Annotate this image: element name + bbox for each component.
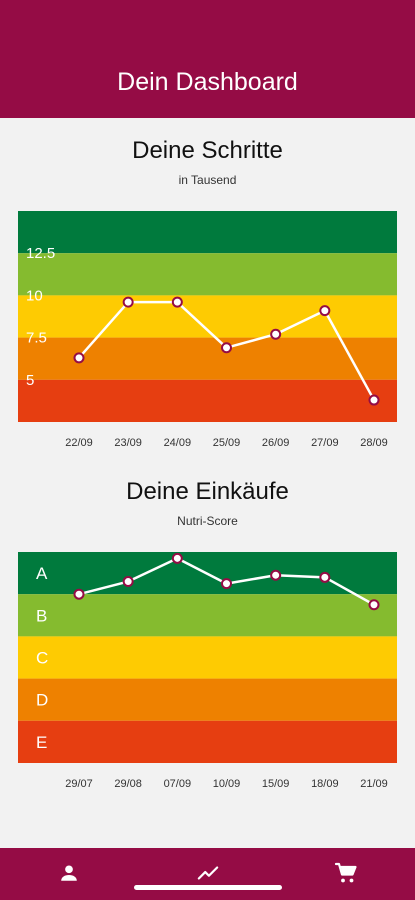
y-tick-label: 10 (26, 287, 43, 304)
data-point (221, 342, 232, 354)
y-tick-label: 7.5 (26, 330, 47, 347)
score-band (18, 678, 397, 721)
data-point (171, 552, 183, 564)
data-point (122, 576, 134, 588)
x-tick-label: 10/09 (213, 778, 241, 790)
score-band (18, 720, 397, 763)
grade-label: C (36, 649, 48, 668)
x-tick-label: 28/09 (360, 437, 388, 449)
data-point (319, 305, 331, 317)
page-title: Dein Dashboard (117, 68, 298, 96)
nav-profile-button[interactable] (49, 858, 89, 888)
purchases-chart: A B C D E 29/07 29/08 07/09 10/09 15/09 18/09 21/09 (18, 552, 397, 790)
data-point (270, 328, 282, 340)
x-tick-label: 29/08 (114, 778, 142, 790)
x-tick-label: 23/09 (114, 437, 142, 449)
steps-subtitle: in Tausend (178, 173, 237, 187)
data-point (122, 296, 134, 308)
x-tick-label: 25/09 (213, 437, 241, 449)
app-header: Dein Dashboard (0, 0, 415, 118)
nav-cart-button[interactable] (326, 858, 366, 888)
score-band (18, 594, 397, 637)
home-indicator (134, 885, 282, 890)
x-tick-label: 24/09 (164, 437, 192, 449)
nav-dashboard-button[interactable] (188, 858, 228, 888)
data-point (319, 571, 331, 583)
data-point (171, 296, 183, 308)
steps-chart: 5 7.5 10 12.5 22/09 23/09 24/09 25/09 26/09 27/09… (18, 211, 397, 449)
data-point (270, 569, 282, 581)
data-point (368, 394, 380, 406)
cart-icon (334, 862, 357, 883)
data-point (73, 352, 85, 364)
grade-label: E (36, 733, 47, 752)
y-tick-label: 12.5 (26, 245, 55, 262)
steps-title: Deine Schritte (132, 137, 283, 164)
x-tick-label: 21/09 (360, 778, 388, 790)
x-tick-label: 27/09 (311, 437, 339, 449)
score-band (18, 636, 397, 679)
purchases-title: Deine Einkäufe (126, 478, 289, 505)
data-point (73, 588, 85, 600)
score-band (18, 253, 397, 296)
x-tick-label: 15/09 (262, 778, 290, 790)
purchases-subtitle: Nutri-Score (177, 514, 238, 528)
score-band (18, 379, 397, 422)
x-tick-label: 22/09 (65, 437, 93, 449)
data-point (368, 599, 380, 611)
x-tick-label: 29/07 (65, 778, 93, 790)
x-tick-label: 26/09 (262, 437, 290, 449)
data-point (221, 578, 232, 590)
x-tick-label: 07/09 (164, 778, 192, 790)
grade-label: B (36, 606, 47, 625)
x-tick-label: 18/09 (311, 778, 339, 790)
grade-label: A (36, 564, 48, 583)
y-tick-label: 5 (26, 372, 34, 389)
bottom-nav (0, 848, 415, 900)
trend-icon (197, 866, 219, 880)
grade-label: D (36, 691, 48, 710)
score-band (18, 211, 397, 254)
person-icon (61, 865, 77, 881)
